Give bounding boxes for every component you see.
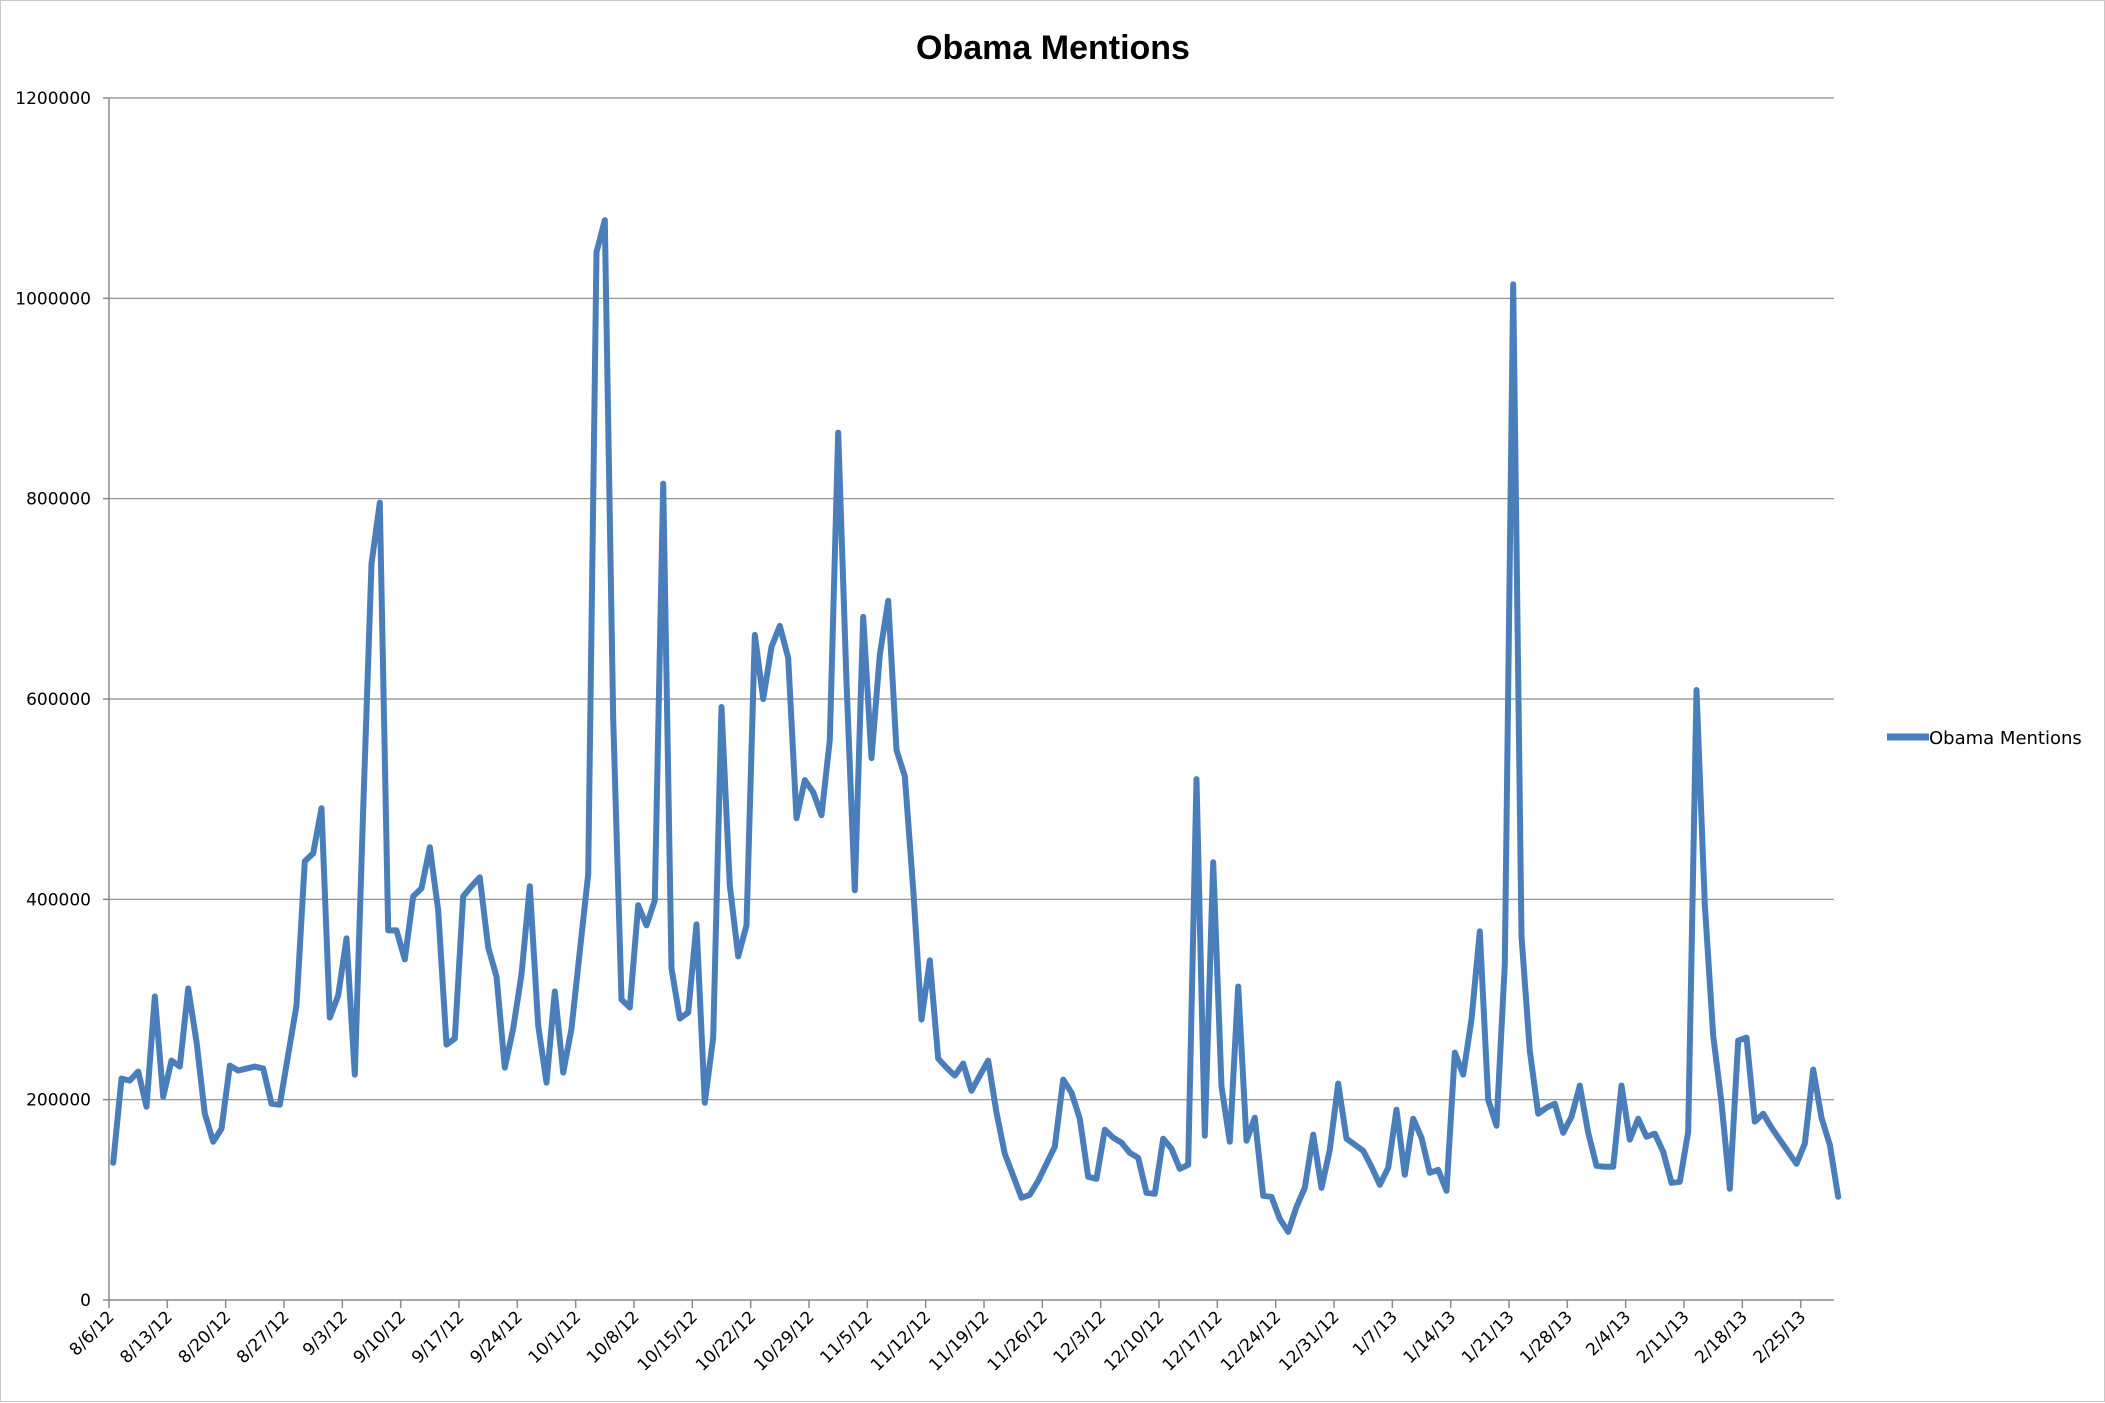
x-tick-label: 8/20/12 (175, 1307, 235, 1367)
x-tick-label: 8/6/12 (66, 1307, 119, 1360)
x-tick-label: 10/29/12 (750, 1307, 818, 1375)
x-tick-label: 12/31/12 (1275, 1307, 1343, 1375)
x-tick-label: 9/10/12 (350, 1307, 410, 1367)
x-tick-label: 2/18/13 (1691, 1307, 1751, 1367)
x-tick-label: 8/13/12 (116, 1307, 176, 1367)
x-tick-label: 1/14/13 (1400, 1307, 1460, 1367)
series-lines (110, 217, 1842, 1235)
x-tick-label: 11/26/12 (984, 1307, 1052, 1375)
legend-label: Obama Mentions (1929, 728, 2082, 749)
x-tick-label: 12/10/12 (1100, 1307, 1168, 1375)
y-tick-label: 200000 (26, 1091, 91, 1111)
x-axis-ticks: 8/6/128/13/128/20/128/27/12 9/3/129/10/12… (66, 1300, 1810, 1376)
y-tick-label: 1200000 (15, 89, 91, 109)
x-tick-label: 9/3/12 (299, 1307, 352, 1360)
series-line-obama-mentions (110, 217, 1842, 1235)
x-tick-label: 10/22/12 (692, 1307, 760, 1375)
x-tick-label: 1/28/13 (1516, 1307, 1576, 1367)
x-tick-label: 11/19/12 (925, 1307, 993, 1375)
x-tick-label: 12/17/12 (1159, 1307, 1227, 1375)
x-tick-label: 1/21/13 (1458, 1307, 1518, 1367)
y-tick-label: 0 (80, 1291, 91, 1311)
gridlines (109, 97, 1834, 1101)
x-tick-label: 12/3/12 (1050, 1307, 1110, 1367)
y-tick-label: 800000 (26, 490, 91, 510)
x-tick-label: 2/4/13 (1582, 1307, 1635, 1360)
legend: Obama Mentions (1887, 728, 2082, 749)
x-tick-label: 2/25/13 (1750, 1307, 1810, 1367)
y-tick-label: 400000 (26, 890, 91, 910)
x-tick-label: 10/1/12 (525, 1307, 585, 1367)
y-tick-label: 600000 (26, 690, 91, 710)
x-tick-label: 12/24/12 (1217, 1307, 1285, 1375)
chart-title: Obama Mentions (916, 29, 1190, 67)
x-tick-label: 11/12/12 (867, 1307, 935, 1375)
y-axis-ticks: 0 200000 400000 600000 800000 1000000 1200000 (15, 89, 109, 1311)
x-tick-label: 1/7/13 (1349, 1307, 1402, 1360)
x-tick-label: 9/17/12 (408, 1307, 468, 1367)
y-tick-label: 1000000 (15, 289, 91, 309)
x-tick-label: 9/24/12 (466, 1307, 526, 1367)
x-tick-label: 10/15/12 (634, 1307, 702, 1375)
x-tick-label: 10/8/12 (583, 1307, 643, 1367)
x-tick-label: 11/5/12 (816, 1307, 876, 1367)
x-tick-label: 8/27/12 (233, 1307, 293, 1367)
x-tick-label: 2/11/13 (1633, 1307, 1693, 1367)
